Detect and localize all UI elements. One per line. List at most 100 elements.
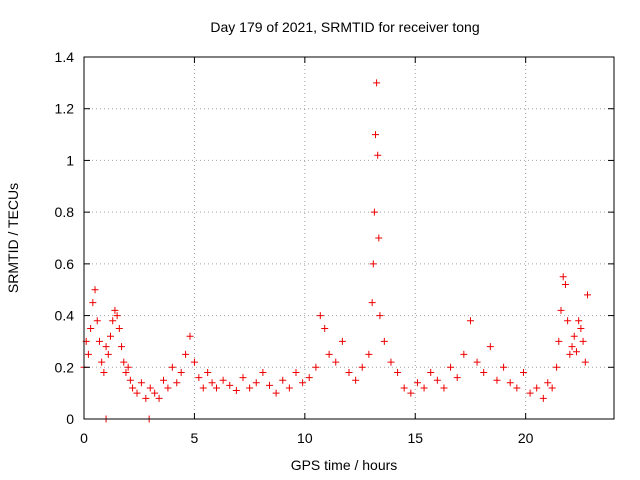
data-point [89,299,97,307]
data-point [345,368,353,376]
data-point [299,379,307,387]
data-point [570,332,578,340]
data-point [533,384,541,392]
data-point [453,374,461,382]
data-point [493,376,501,384]
data-point [557,306,565,314]
data-point [407,389,415,397]
y-tick-label: 0.6 [55,256,75,272]
data-point [199,384,207,392]
data-point [440,384,448,392]
data-point [544,379,552,387]
data-point [374,151,382,159]
data-point [553,363,561,371]
data-point [539,394,547,402]
data-point [316,312,324,320]
data-point [173,379,181,387]
data-point [312,363,320,371]
data-point [568,343,576,351]
data-point [279,376,287,384]
data-point [146,384,154,392]
data-point [208,379,216,387]
data-point [577,325,585,332]
data-point [338,337,346,345]
data-point [480,368,488,376]
data-point [332,358,340,366]
data-point [91,286,99,294]
data-point [285,384,293,392]
data-point [95,337,103,345]
data-point [548,384,556,392]
data-point [365,350,373,358]
data-point [369,260,377,268]
data-point [368,299,376,307]
grid-lines [84,57,614,419]
data-point [102,343,110,351]
x-tick-label: 10 [297,430,313,446]
data-point [500,363,508,371]
data-point [519,368,527,376]
data-point [111,306,119,314]
data-point [124,363,132,371]
y-tick-label: 0.4 [55,308,75,324]
data-point [118,343,126,351]
data-point [447,363,455,371]
data-point [526,389,534,397]
data-point [113,312,121,320]
data-point [584,291,591,299]
data-point [433,376,441,384]
data-point [84,350,92,358]
data-point [420,384,428,392]
y-tick-label: 0 [66,411,74,427]
data-point [566,350,574,358]
x-axis-label: GPS time / hours [291,457,398,473]
x-tick-label: 15 [407,430,423,446]
data-point [155,394,163,402]
data-point [115,325,123,332]
x-tick-label: 5 [191,430,199,446]
data-point [246,384,254,392]
data-point [104,350,112,358]
plot-frame [83,56,615,420]
data-point [387,358,395,366]
data-point [204,368,212,376]
data-point [400,384,408,392]
data-point [164,384,172,392]
data-point [266,381,273,389]
data-point [486,343,494,351]
data-point [460,350,468,358]
data-point [93,317,101,325]
data-point [87,325,95,332]
data-point [376,312,384,320]
data-point [190,358,198,366]
data-point [370,208,378,216]
data-point [98,358,106,366]
data-point [232,387,240,395]
data-point [122,368,130,376]
data-point [177,368,185,376]
data-point [380,337,388,345]
data-point [100,368,108,376]
y-tick-label: 1 [66,152,74,168]
data-point [109,317,117,325]
data-point [373,79,381,87]
data-point [252,379,260,387]
data-point [160,376,167,384]
x-tick-label: 20 [518,430,534,446]
data-point [513,384,521,392]
data-point [129,384,137,392]
y-axis-label: SRMTID / TECUs [5,183,21,293]
x-tick-label: 0 [80,430,88,446]
data-point [182,350,190,358]
data-point [126,376,134,384]
data-point [213,384,220,392]
y-tick-label: 1.4 [55,49,75,65]
data-point [352,376,360,384]
data-point [186,332,194,340]
data-point [466,317,474,325]
data-point [259,368,267,376]
data-point [559,273,567,281]
data-point [506,379,514,387]
